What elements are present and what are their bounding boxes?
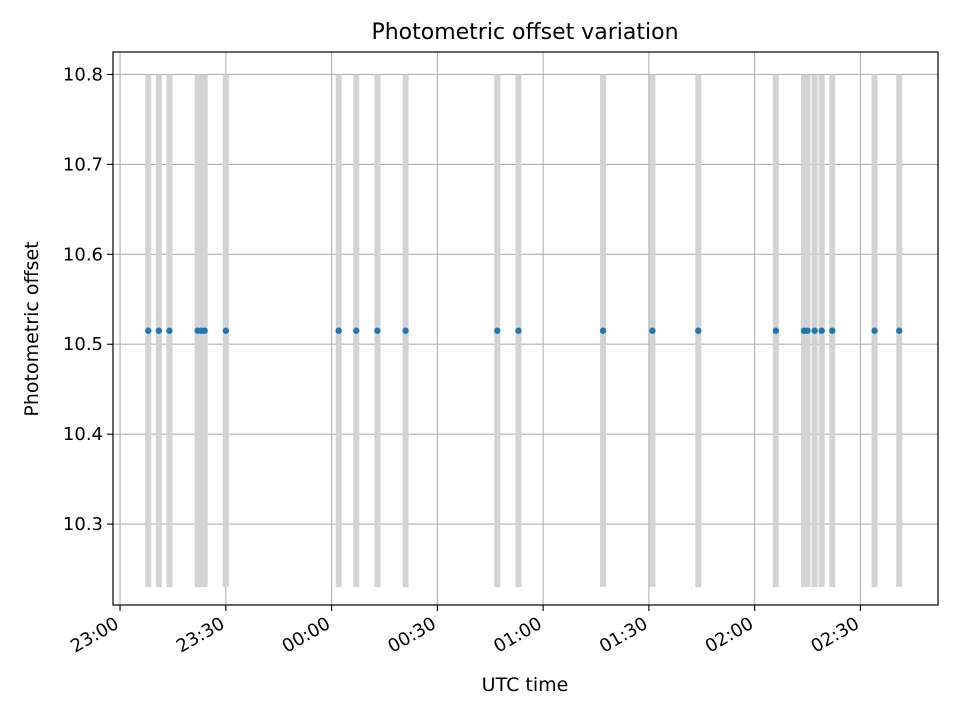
data-point bbox=[829, 327, 836, 334]
data-point bbox=[896, 327, 903, 334]
data-point bbox=[695, 327, 702, 334]
data-point bbox=[804, 327, 811, 334]
y-tick-label: 10.4 bbox=[63, 424, 103, 445]
data-point bbox=[818, 327, 825, 334]
data-point bbox=[811, 327, 818, 334]
data-point bbox=[599, 327, 607, 334]
data-point bbox=[222, 327, 230, 334]
data-point bbox=[201, 327, 208, 334]
data-point bbox=[402, 327, 409, 334]
data-point bbox=[166, 327, 173, 334]
y-tick-label: 10.3 bbox=[63, 514, 103, 535]
data-point bbox=[772, 327, 780, 334]
y-axis-ticks: 10.3 10.4 10.5 10.6 10.7 10.8 bbox=[63, 64, 113, 535]
chart-title: Photometric offset variation bbox=[371, 20, 678, 45]
data-point bbox=[649, 327, 656, 334]
grid bbox=[113, 52, 938, 605]
y-axis-label: Photometric offset bbox=[21, 241, 43, 416]
data-point bbox=[145, 327, 152, 334]
y-tick-label: 10.8 bbox=[63, 64, 103, 85]
data-point bbox=[494, 327, 501, 334]
data-point bbox=[374, 327, 381, 334]
x-axis-label: UTC time bbox=[482, 674, 569, 696]
y-tick-label: 10.5 bbox=[63, 334, 103, 355]
data-point bbox=[871, 327, 878, 334]
data-point bbox=[515, 327, 522, 334]
data-point bbox=[155, 327, 163, 334]
data-point bbox=[335, 327, 342, 334]
data-point bbox=[353, 327, 360, 334]
data-points bbox=[145, 327, 903, 334]
y-tick-label: 10.7 bbox=[63, 154, 103, 175]
plot-frame bbox=[112, 51, 939, 606]
y-tick-label: 10.6 bbox=[63, 244, 103, 265]
